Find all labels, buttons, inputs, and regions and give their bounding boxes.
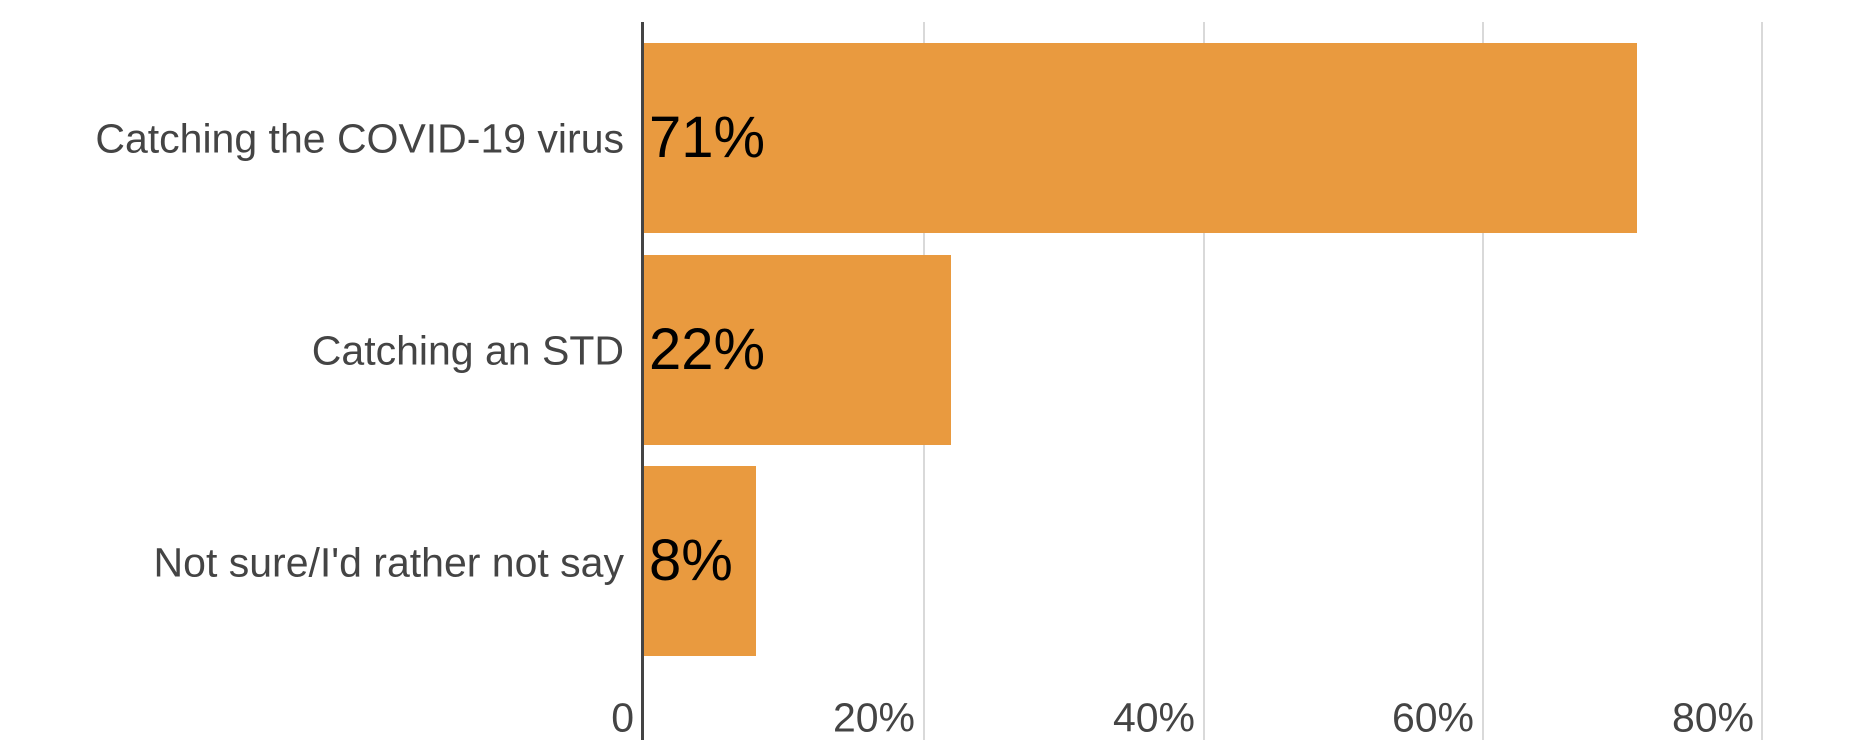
category-label: Catching the COVID-19 virus xyxy=(95,115,624,162)
y-axis-line xyxy=(641,22,644,740)
category-label: Catching an STD xyxy=(311,327,624,374)
value-label: 8% xyxy=(649,528,733,593)
gridline-80 xyxy=(1761,22,1763,740)
gridline-60 xyxy=(1482,22,1484,740)
x-tick: 80% xyxy=(1671,694,1754,741)
value-label: 22% xyxy=(649,317,766,382)
gridline-40 xyxy=(1203,22,1205,740)
category-label: Not sure/I'd rather not say xyxy=(153,539,624,586)
bar-not-sure: 8% xyxy=(643,466,756,656)
x-tick: 0 xyxy=(611,694,634,741)
value-label: 71% xyxy=(649,105,766,170)
x-tick: 60% xyxy=(1391,694,1474,741)
bar-std: 22% xyxy=(643,255,951,445)
bar-covid: 71% xyxy=(643,43,1637,233)
x-tick: 40% xyxy=(1112,694,1195,741)
x-tick: 20% xyxy=(832,694,915,741)
